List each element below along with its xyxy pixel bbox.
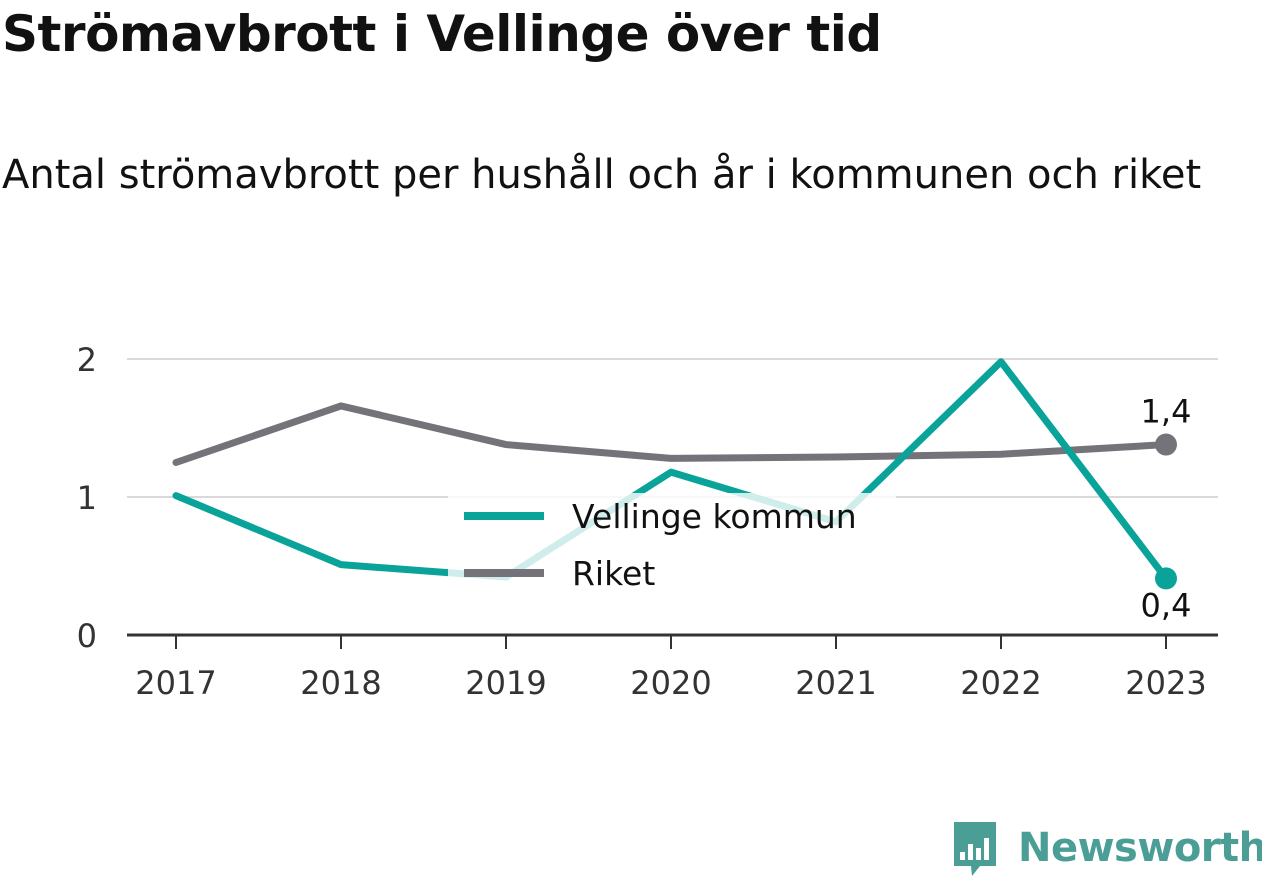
y-tick-label-0: 0 [77,617,97,655]
series-line-riket [172,402,1170,466]
end-point-vellinge [1155,567,1177,590]
newsworthy-logo-icon [954,822,996,876]
y-tick-labels: 0 1 2 [77,341,97,655]
y-tick-label-2: 2 [77,341,97,379]
y-tick-label-1: 1 [77,479,97,517]
end-points: 0,4 1,4 [1141,393,1192,625]
x-tick-label-2017: 2017 [135,664,216,702]
line-chart: 0 1 2 2017 2018 2019 2020 2021 2022 2023 Velling… [77,341,1218,702]
chart-title: Strömavbrott i Vellinge över tid [2,5,882,63]
newsworthy-logo-text: Newsworthy [1018,825,1262,871]
end-point-riket [1155,433,1177,456]
legend-label-riket: Riket [572,554,655,593]
x-tick-label-2018: 2018 [300,664,381,702]
legend-label-vellinge: Vellinge kommun [572,497,857,536]
series-lines [172,358,1170,582]
legend: Vellinge kommun Riket [448,493,896,603]
chart-subtitle: Antal strömavbrott per hushåll och år i … [2,152,1202,198]
x-tick-label-2021: 2021 [795,664,876,702]
x-tick-label-2020: 2020 [630,664,711,702]
end-label-riket: 1,4 [1141,393,1192,431]
x-tick-label-2022: 2022 [960,664,1041,702]
series-line-vellinge [172,358,1170,582]
x-tick-label-2019: 2019 [465,664,546,702]
newsworthy-logo: Newsworthy [950,818,1262,878]
end-label-vellinge: 0,4 [1141,586,1192,624]
x-tick-label-2023: 2023 [1125,664,1206,702]
x-tick-labels: 2017 2018 2019 2020 2021 2022 2023 [135,635,1207,702]
legend-background [448,493,896,603]
